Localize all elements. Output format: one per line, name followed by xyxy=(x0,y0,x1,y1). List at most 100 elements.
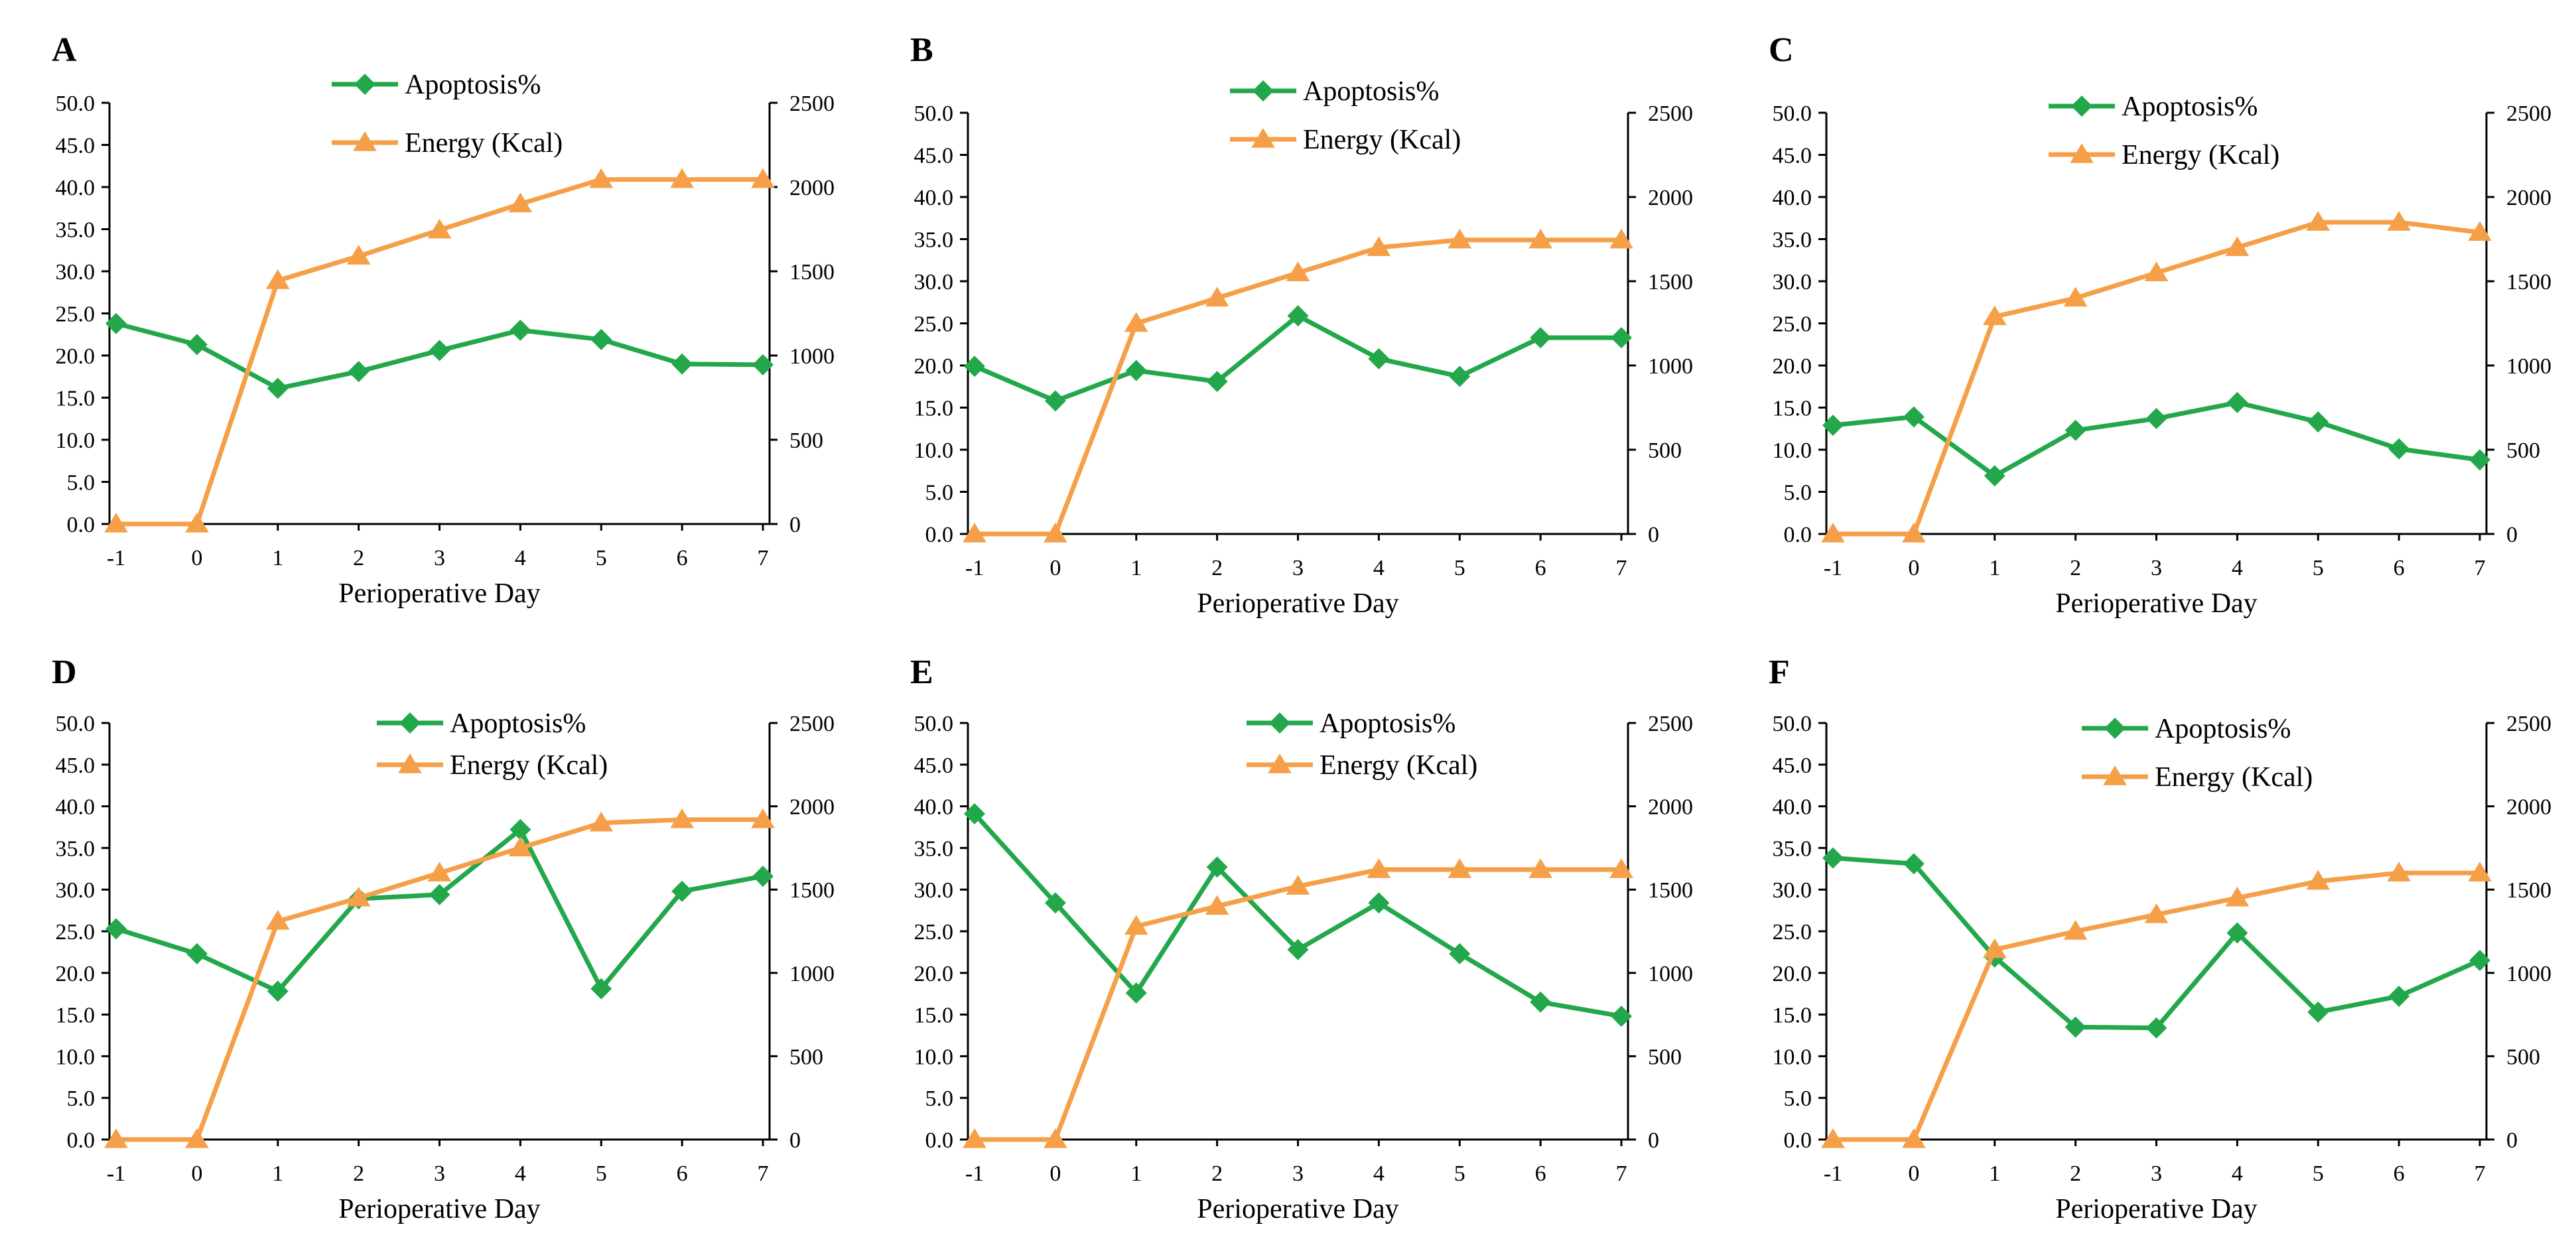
x-tick-label: 5 xyxy=(596,1161,607,1186)
x-tick-label: 4 xyxy=(515,1161,526,1186)
energy-point xyxy=(2468,862,2492,882)
chart-svg: E 0.0 5.0 10.0 15.0 20.0 25.0 30.0 35.0 40.0 45.0 5… xyxy=(910,653,1693,1224)
y-right-tick-label: 1500 xyxy=(1648,270,1693,295)
y-left-tick-label: 50.0 xyxy=(914,712,954,736)
apoptosis-point xyxy=(2388,438,2410,460)
x-tick-label: 6 xyxy=(677,1161,688,1186)
x-axis-title: Perioperative Day xyxy=(1197,1194,1398,1224)
legend-apoptosis-marker xyxy=(354,74,375,95)
x-tick-label: 0 xyxy=(1050,1161,1061,1186)
apoptosis-point xyxy=(671,880,693,902)
energy-series-line xyxy=(975,867,1621,1142)
x-tick-label: -1 xyxy=(107,546,125,570)
apoptosis-point xyxy=(1368,892,1390,914)
legend-energy-marker xyxy=(2103,765,2127,785)
x-tick-label: 5 xyxy=(1454,556,1465,580)
y-right-tick-label: 2000 xyxy=(1648,795,1693,820)
energy-point xyxy=(589,168,614,188)
apoptosis-point xyxy=(509,819,531,840)
apoptosis-point xyxy=(2469,449,2490,471)
x-tick-label: 0 xyxy=(191,1161,202,1186)
x-tick-label: 2 xyxy=(2070,556,2081,580)
energy-point xyxy=(1286,261,1310,282)
energy-point xyxy=(1205,287,1229,307)
y-left-tick-label: 0.0 xyxy=(1784,523,1812,547)
panel-letter: D xyxy=(52,653,77,691)
y-left-tick-label: 20.0 xyxy=(1773,354,1812,379)
apoptosis-point xyxy=(1530,991,1552,1013)
apoptosis-series-line xyxy=(973,313,1621,403)
energy-point xyxy=(1367,858,1391,878)
chart-panel-d: D 0.0 5.0 10.0 15.0 20.0 25.0 30.0 35.0 40.0 45.0 5… xyxy=(0,622,858,1244)
y-right-tick-label: 500 xyxy=(1648,438,1682,463)
energy-point xyxy=(185,1128,209,1148)
energy-point xyxy=(670,808,694,828)
apoptosis-series-line xyxy=(973,812,1622,1019)
energy-point xyxy=(346,886,371,907)
energy-point xyxy=(265,269,290,289)
x-tick-label: 3 xyxy=(434,1161,445,1186)
y-left-tick-label: 35.0 xyxy=(56,836,96,861)
energy-point xyxy=(104,513,128,533)
y-left-tick-label: 40.0 xyxy=(56,176,96,200)
y-left-tick-label: 40.0 xyxy=(1773,186,1812,210)
y-left-tick-label: 40.0 xyxy=(914,186,954,210)
y-left-tick-label: 15.0 xyxy=(56,1004,96,1028)
y-left-tick-label: 45.0 xyxy=(56,134,96,159)
legend-energy-label: Energy (Kcal) xyxy=(1320,750,1477,781)
y-right-tick-label: 2500 xyxy=(1648,101,1693,126)
x-tick-label: -1 xyxy=(1824,556,1842,580)
y-left-tick-label: 0.0 xyxy=(67,1128,96,1153)
legend-energy-label: Energy (Kcal) xyxy=(2155,762,2313,793)
apoptosis-point xyxy=(186,334,208,356)
y-right-tick-label: 1000 xyxy=(1648,962,1693,986)
energy-point xyxy=(1609,228,1633,249)
chart-svg: C 0.0 5.0 10.0 15.0 20.0 25.0 30.0 35.0 40.0 45.0 5… xyxy=(1769,31,2551,619)
x-tick-label: -1 xyxy=(965,1161,984,1186)
apoptosis-series-line xyxy=(1832,855,2481,1031)
x-tick-label: 1 xyxy=(1989,1161,2000,1186)
apoptosis-point xyxy=(429,884,450,905)
y-right-tick-label: 1000 xyxy=(789,344,835,369)
legend-energy-marker xyxy=(353,131,377,151)
energy-point xyxy=(1286,875,1310,895)
chart-panel-a: A 0.0 5.0 10.0 15.0 20.0 25.0 30.0 35.0 40.0 45.0 5… xyxy=(0,0,858,622)
y-left-tick-label: 15.0 xyxy=(914,1004,954,1028)
apoptosis-point xyxy=(1368,348,1390,369)
y-left-tick-label: 10.0 xyxy=(1773,438,1812,463)
y-left-tick-label: 50.0 xyxy=(56,92,96,116)
legend-energy-label: Energy (Kcal) xyxy=(405,128,563,159)
x-tick-label: 2 xyxy=(353,546,364,570)
panel-letter: B xyxy=(910,31,933,69)
apoptosis-point xyxy=(671,353,693,375)
panel-letter: C xyxy=(1769,31,1794,69)
y-left-tick-label: 5.0 xyxy=(67,471,96,495)
chart-svg: B 0.0 5.0 10.0 15.0 20.0 25.0 30.0 35.0 40.0 45.0 5… xyxy=(910,31,1693,619)
y-right-tick-label: 2500 xyxy=(1648,712,1693,736)
apoptosis-point xyxy=(186,943,208,964)
energy-point xyxy=(2387,862,2411,882)
energy-point xyxy=(1528,858,1552,878)
apoptosis-point xyxy=(964,803,985,824)
x-tick-label: 1 xyxy=(272,1161,283,1186)
y-right-tick-label: 2000 xyxy=(1648,186,1693,210)
y-left-tick-label: 20.0 xyxy=(56,344,96,369)
legend-apoptosis-marker xyxy=(1269,712,1290,734)
y-right-tick-label: 1000 xyxy=(2506,962,2551,986)
x-tick-label: 2 xyxy=(353,1161,364,1186)
energy-point xyxy=(1367,236,1391,256)
energy-point xyxy=(2144,903,2169,923)
x-tick-label: 3 xyxy=(1292,556,1304,580)
x-tick-label: 7 xyxy=(758,546,769,570)
x-tick-label: 4 xyxy=(2232,1161,2243,1186)
x-tick-label: 7 xyxy=(1616,556,1627,580)
energy-point xyxy=(1902,523,1926,543)
y-left-tick-label: 50.0 xyxy=(914,101,954,126)
apoptosis-point xyxy=(1449,365,1471,387)
energy-point xyxy=(1448,228,1472,249)
legend-energy-label: Energy (Kcal) xyxy=(2122,140,2279,170)
y-right-tick-label: 0 xyxy=(1648,1128,1659,1153)
x-tick-label: 4 xyxy=(2232,556,2243,580)
x-tick-label: 7 xyxy=(2474,556,2486,580)
energy-point xyxy=(104,1128,128,1148)
